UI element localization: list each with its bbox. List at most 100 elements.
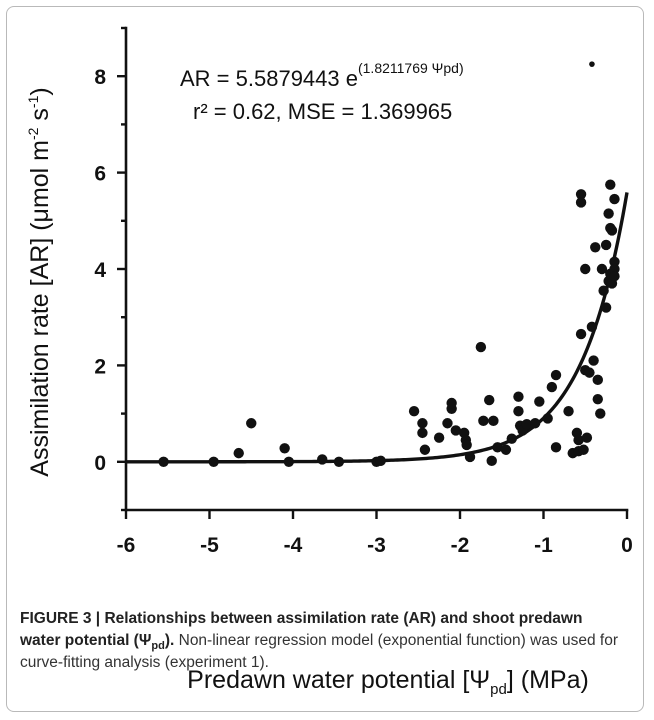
data-point [603,208,614,219]
equation-line-1: AR = 5.5879443 e(1.8211769 Ψpd) [180,60,464,91]
data-point [488,415,499,427]
x-tick-label: -6 [117,534,136,557]
figure-caption: FIGURE 3 | Relationships between assimil… [20,608,625,674]
x-axis-title-end: ] (MPa) [507,666,589,694]
data-point [605,179,616,190]
data-point [550,442,562,453]
data-point [375,455,386,467]
data-point [589,61,595,67]
data-point [581,432,593,443]
equation-exponent: (1.8211769 Ψpd) [358,60,464,76]
data-point [478,415,489,427]
equation-stats: r² = 0.62, MSE = 1.369965 [193,99,452,124]
data-point [598,285,609,296]
tick-labels: -6 -5 -4 -3 -2 -1 0 0 2 4 6 8 [94,66,633,557]
caption-bold-end: ). [164,632,175,649]
data-point [417,418,428,429]
data-point [446,397,457,409]
data-point [408,405,420,417]
caption-label: FIGURE 3 | [20,610,105,627]
x-axis-title-sub: pd [490,681,507,698]
data-point [475,341,487,353]
data-point [419,444,431,455]
data-point [592,393,603,405]
data-point [573,434,584,446]
x-tick-label: -4 [284,534,303,557]
y-tick-label: 6 [94,163,106,186]
y-axis-title-main: Assimilation rate [AR] (μmol m [26,140,54,477]
data-point [417,427,428,439]
data-point [580,263,591,275]
x-tick-label: -3 [367,534,386,557]
data-point [464,451,476,463]
data-point [578,444,589,455]
data-point [513,405,524,417]
data-point [592,374,603,386]
data-point [333,456,345,467]
data-point [500,444,512,455]
data-point [486,455,497,467]
caption-text: Non-linear regression model (exponential… [20,632,619,671]
data-point [279,443,290,454]
data-point [588,355,599,366]
figure-frame [6,6,644,712]
y-axis-title-sup2: -1 [25,95,41,108]
data-point [600,302,612,313]
y-tick-label: 4 [94,259,106,282]
y-axis-title-end: ) [26,87,54,95]
data-point [492,442,503,453]
data-points [158,61,620,467]
data-point [600,239,612,251]
y-tick-label: 8 [94,66,106,89]
data-point [433,432,445,443]
x-axis-title: Predawn water potential [Ψpd] (MPa) [187,666,589,698]
data-point [450,425,462,436]
data-point [563,405,574,417]
data-point [609,256,620,267]
x-tick-label: -2 [451,534,470,557]
caption-bold-text: Relationships between assimilation rate … [20,610,583,649]
data-point [317,454,328,465]
y-axis-title: Assimilation rate [AR] (μmol m-2 s-1) [25,87,54,476]
data-point [586,321,598,333]
data-point [575,189,587,200]
data-point [506,433,517,444]
data-point [233,447,244,459]
data-point [609,193,620,205]
data-point [550,369,562,381]
data-point [208,456,219,467]
data-point [590,242,601,253]
x-axis-title-main: Predawn water potential [Ψ [187,666,490,694]
data-point [534,396,545,407]
data-point [609,263,620,275]
data-point [442,418,453,429]
y-axis-title-mid: s [26,108,54,127]
data-point [283,456,295,467]
data-point [484,394,495,406]
x-tick-label: -5 [200,534,219,557]
data-point [461,439,472,451]
y-tick-label: 2 [94,355,106,378]
axes [117,26,629,519]
data-point [606,225,618,236]
data-point [575,197,587,208]
x-tick-label: -1 [534,534,553,557]
data-point [609,271,620,282]
x-tick-label: 0 [621,534,633,557]
data-point [246,418,257,429]
data-point [529,418,541,429]
data-point [521,419,532,430]
data-point [584,367,595,378]
equation-main: AR = 5.5879443 e [180,66,358,91]
data-point [575,328,587,340]
data-point [513,391,524,402]
data-point [542,413,553,424]
data-point [546,381,558,393]
data-point [158,456,169,467]
y-tick-label: 0 [94,452,106,475]
data-point [596,263,608,275]
caption-bold-sub: pd [151,640,165,653]
y-axis-title-sup1: -2 [25,127,41,140]
data-point [595,408,606,419]
